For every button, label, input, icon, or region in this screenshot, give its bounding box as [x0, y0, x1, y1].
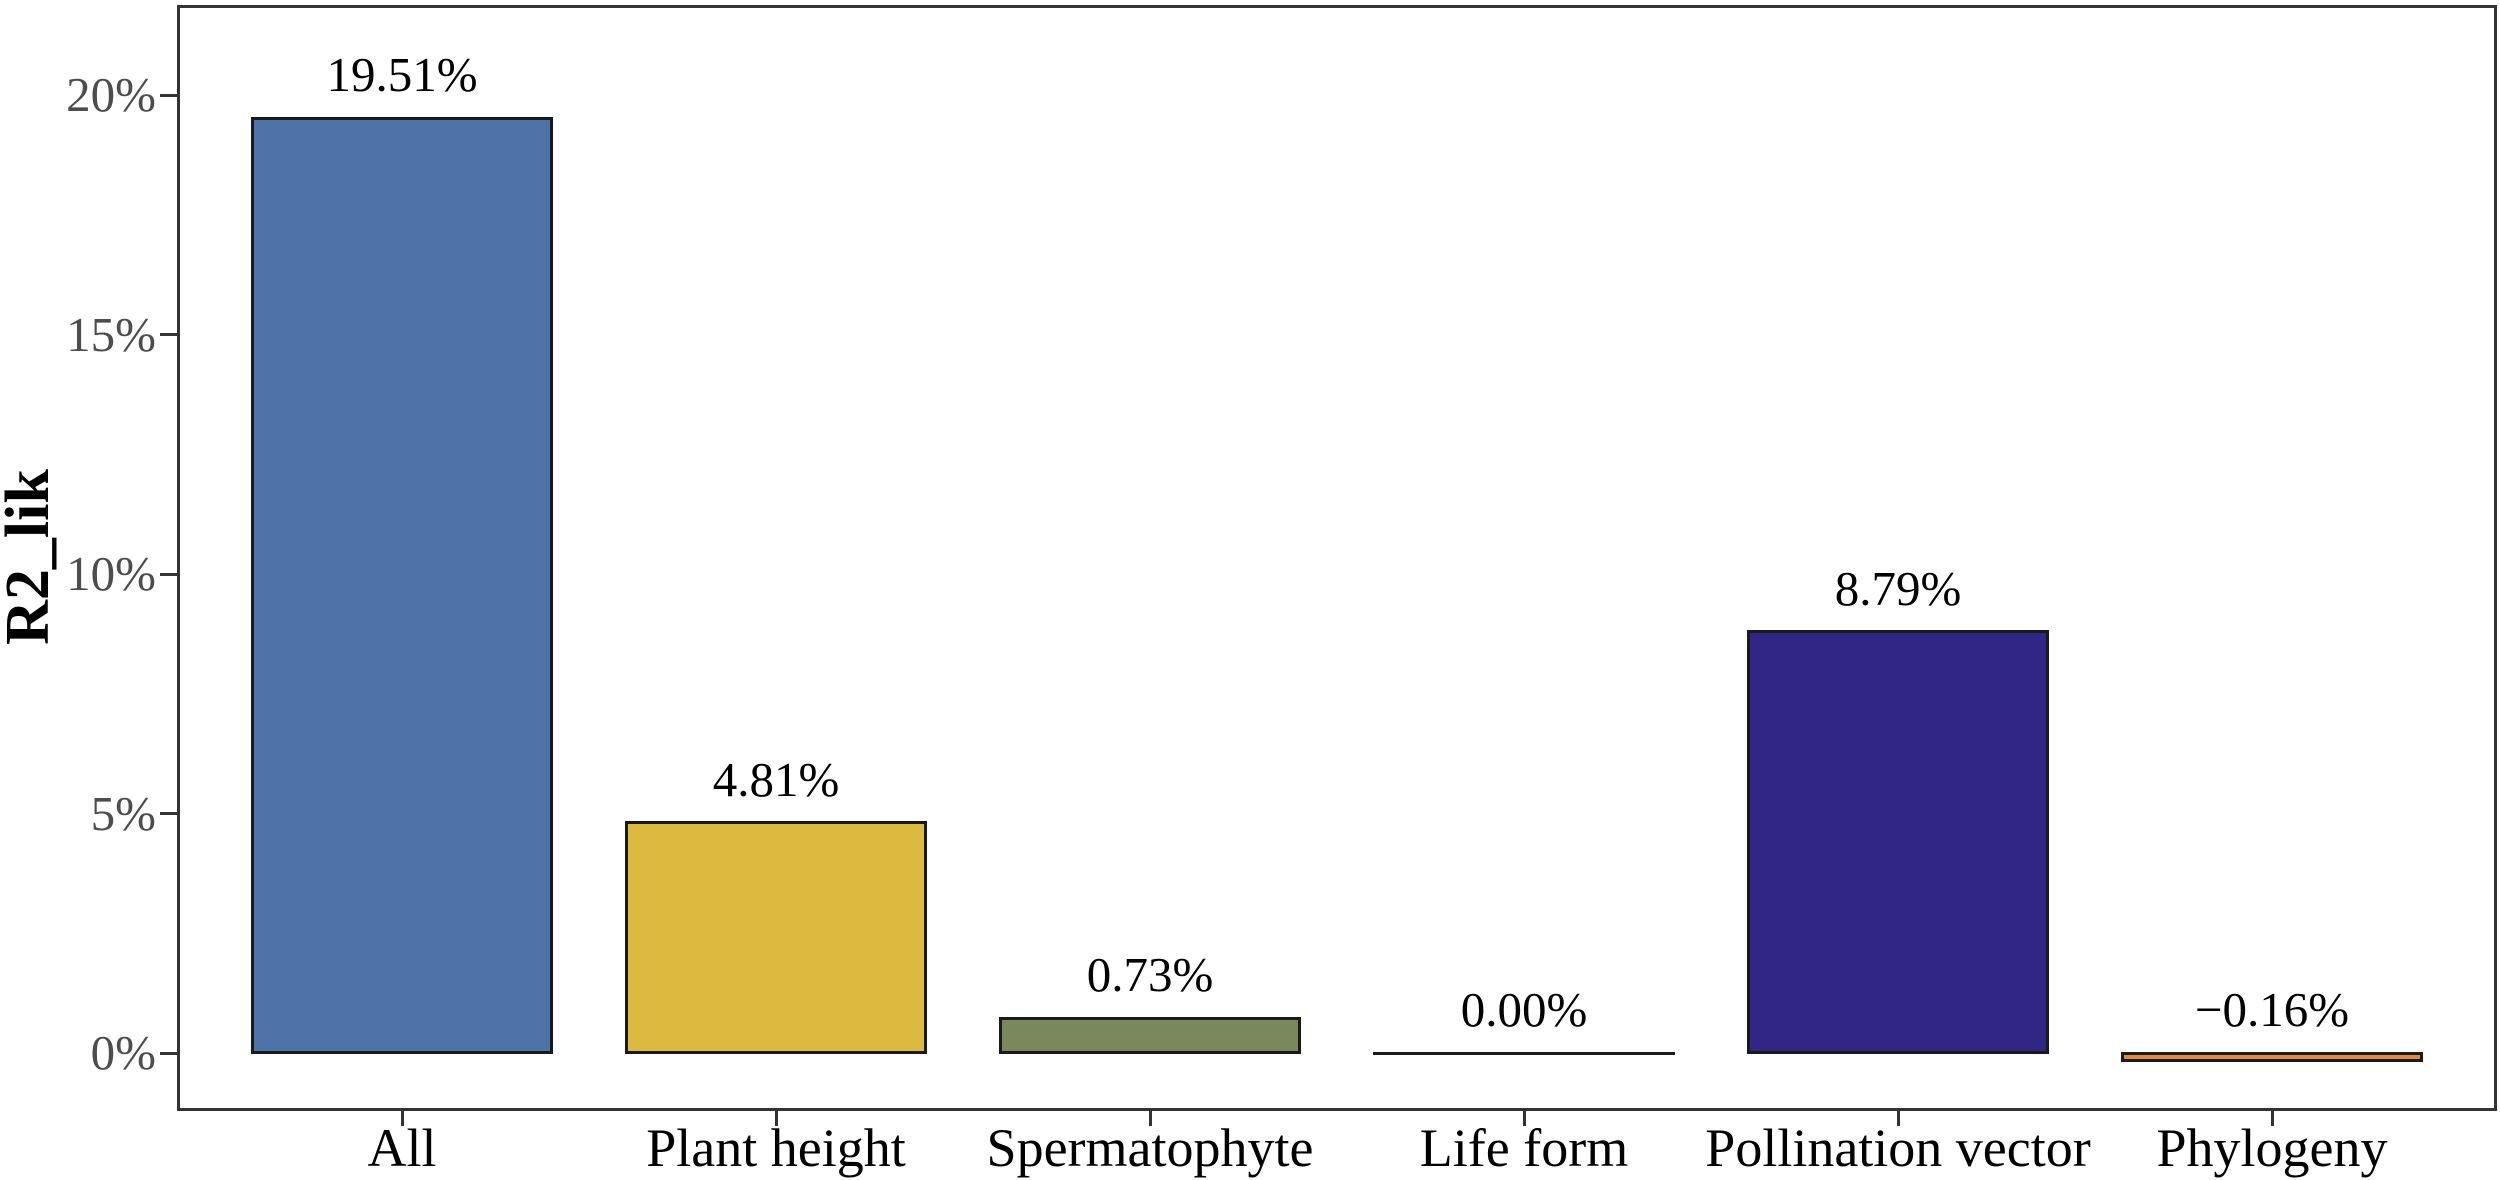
plot-panel: [177, 5, 2497, 1111]
y-tick-mark: [160, 1051, 177, 1055]
bar-spermatophyte: [999, 1016, 1301, 1055]
x-tick-mark: [1522, 1111, 1526, 1126]
y-tick-mark: [160, 93, 177, 97]
bar-plant-height: [625, 821, 927, 1055]
y-tick-mark: [160, 333, 177, 336]
x-tick-label-spermatophyte: Spermatophyte: [986, 1118, 1314, 1178]
y-tick-label: 20%: [66, 67, 156, 122]
x-tick-label-life-form: Life form: [1419, 1118, 1629, 1178]
y-tick-label: 0%: [90, 1025, 156, 1080]
bar-value-label: 0.00%: [1460, 982, 1588, 1037]
x-tick-label-pollination-vector: Pollination vector: [1705, 1118, 2091, 1178]
y-tick-label: 5%: [90, 785, 156, 841]
x-tick-mark: [1148, 1111, 1152, 1126]
bar-all: [251, 116, 553, 1055]
bar-value-label: 8.79%: [1834, 560, 1962, 616]
bar-value-label: 0.73%: [1086, 947, 1214, 1003]
y-tick-label: 15%: [66, 306, 156, 362]
x-tick-mark: [400, 1111, 404, 1126]
bar-value-label: 4.81%: [712, 751, 840, 807]
x-tick-mark: [2270, 1111, 2274, 1126]
x-tick-label-all: All: [367, 1118, 437, 1178]
x-tick-label-plant-height: Plant height: [646, 1118, 906, 1178]
bar-value-label: −0.16%: [2194, 982, 2350, 1037]
y-tick-mark: [160, 812, 177, 815]
bar-phylogeny: [2121, 1051, 2423, 1063]
x-tick-mark: [774, 1111, 778, 1126]
x-tick-mark: [1896, 1111, 1900, 1126]
bar-value-label: 19.51%: [326, 47, 478, 103]
y-tick-mark: [160, 572, 177, 576]
x-tick-label-phylogeny: Phylogeny: [2156, 1118, 2388, 1178]
y-tick-label: 10%: [66, 546, 156, 601]
bar-pollination-vector: [1747, 630, 2049, 1055]
bar-life-form: [1373, 1051, 1675, 1055]
